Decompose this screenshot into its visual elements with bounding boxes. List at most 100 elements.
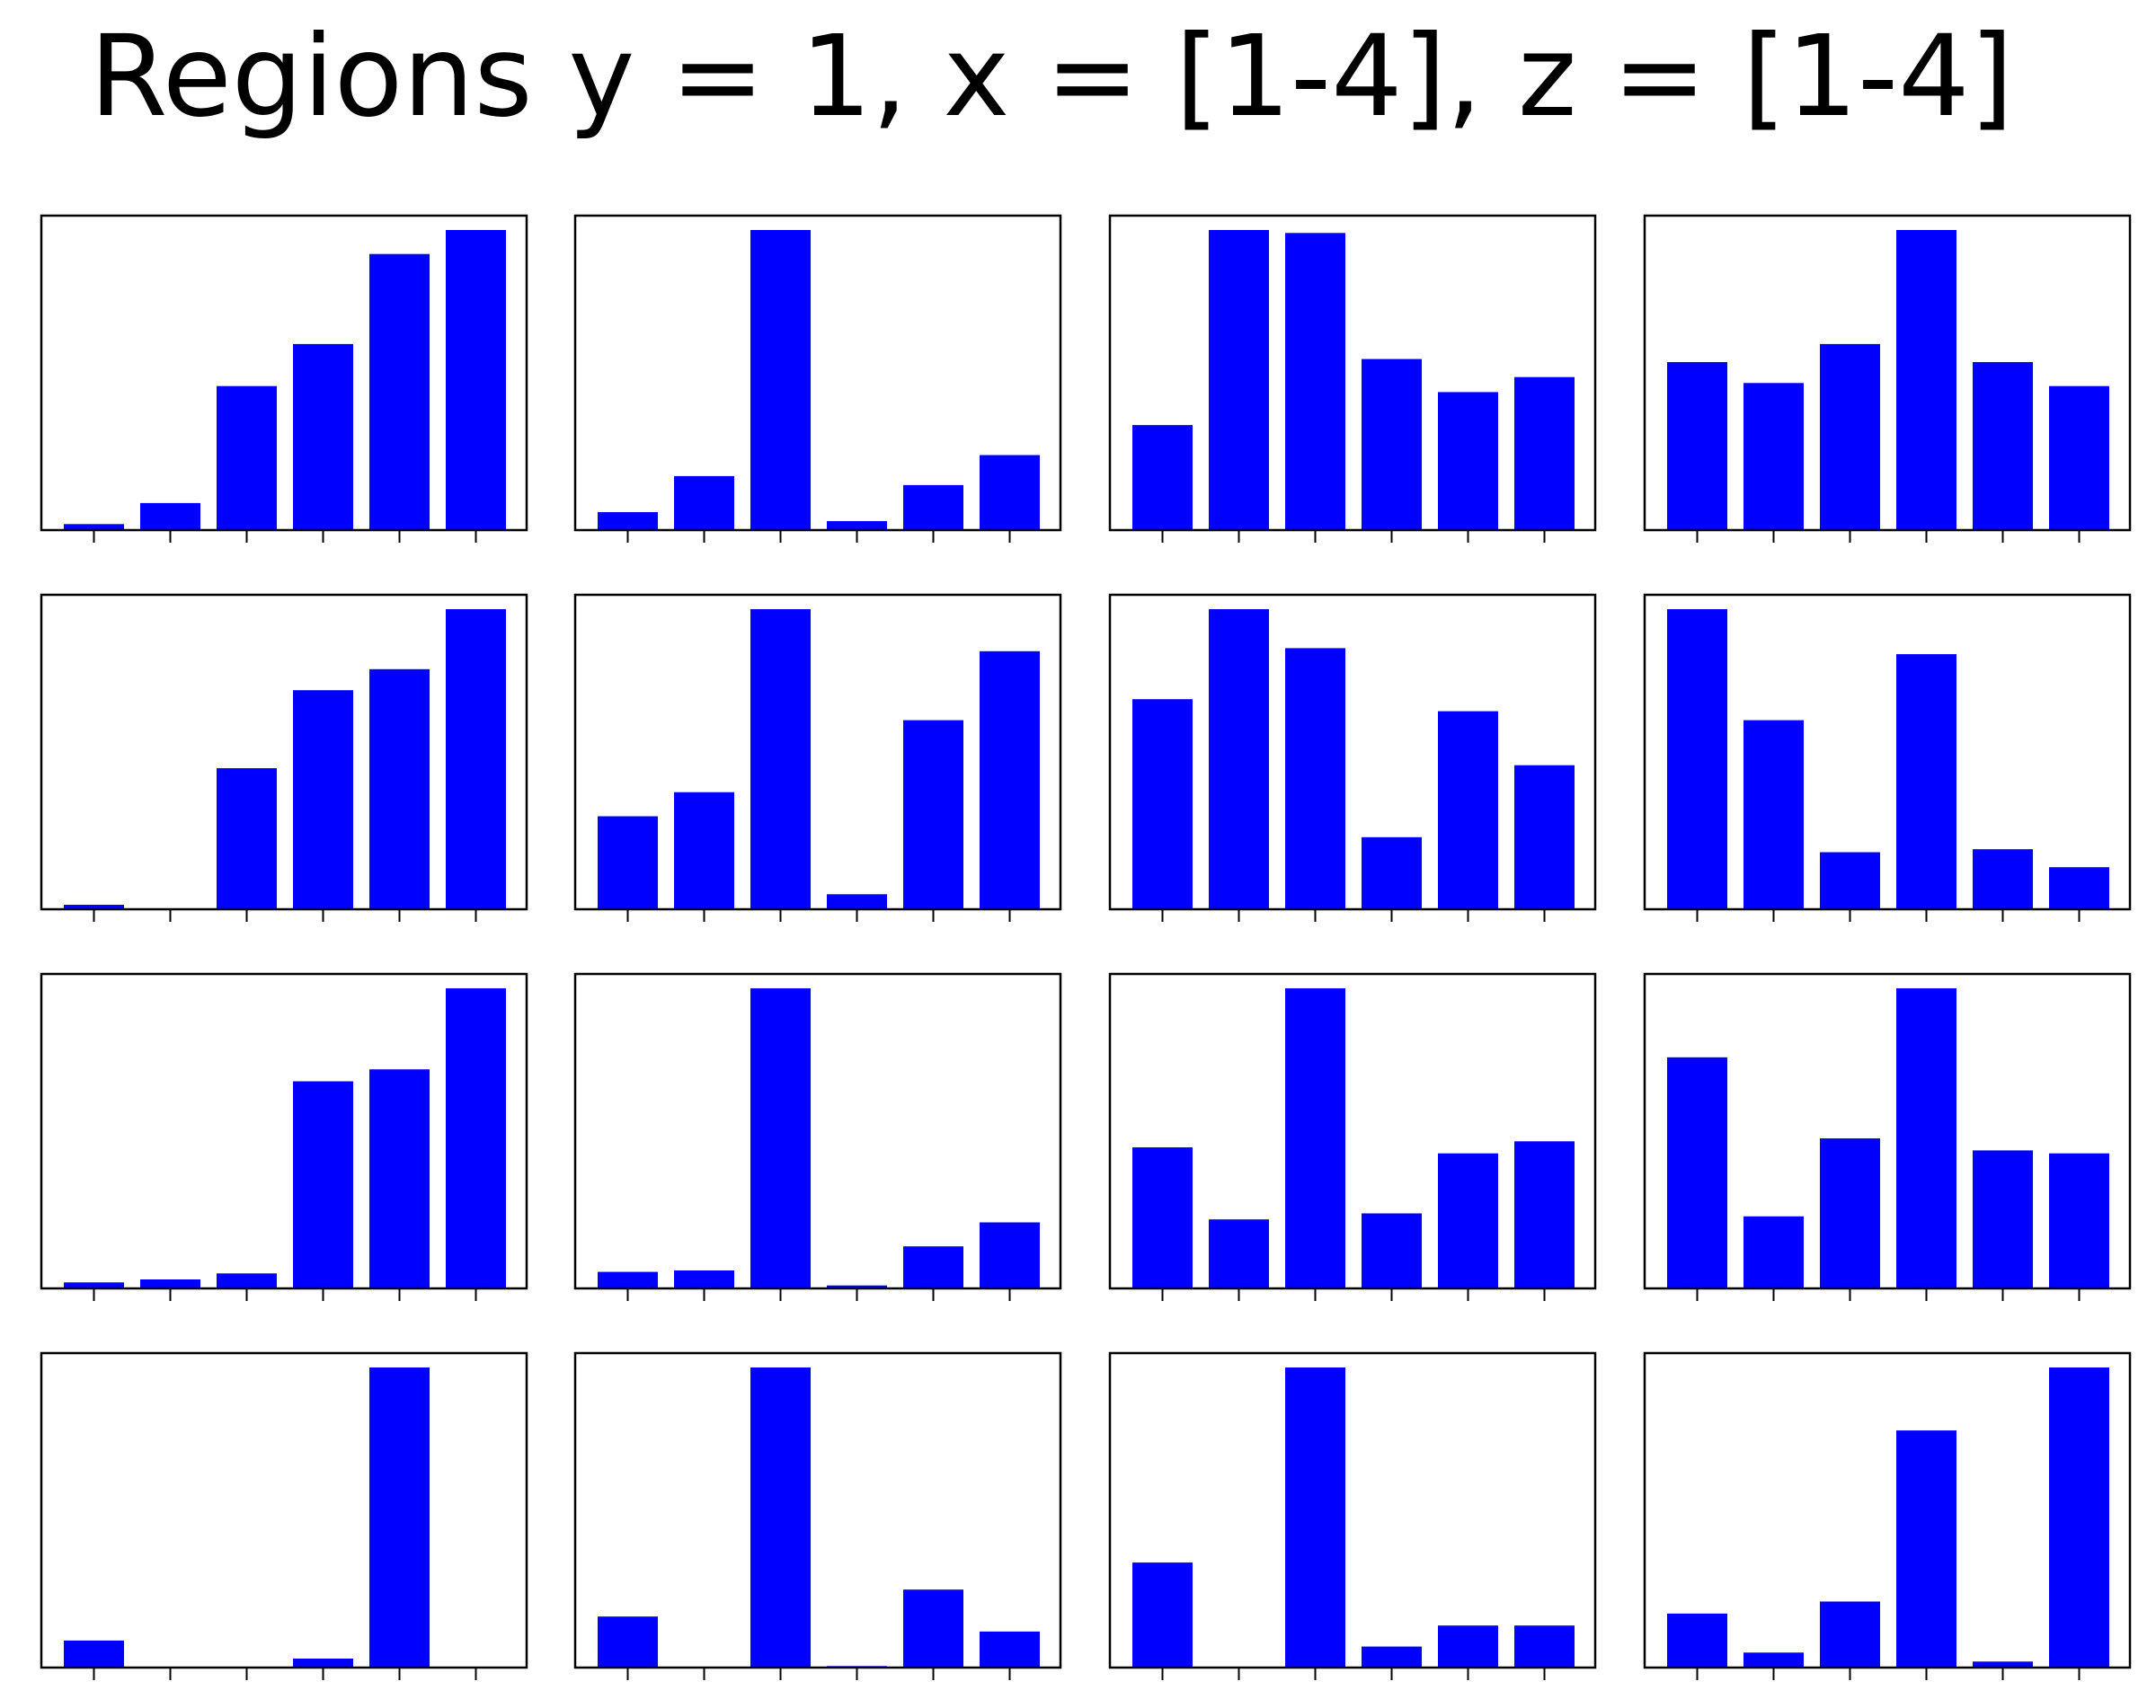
bar-r3-c1-6 <box>446 988 506 1288</box>
bar-r2-c3-6 <box>1514 765 1575 909</box>
bar-r3-c1-2 <box>140 1279 200 1288</box>
subplot-r3-c3 <box>1108 972 1597 1301</box>
bar-r4-c2-3 <box>750 1367 811 1668</box>
subplot-r3-c2 <box>573 972 1062 1301</box>
bar-r1-c2-5 <box>903 484 963 530</box>
bar-r3-c2-4 <box>827 1285 887 1288</box>
bar-r3-c3-1 <box>1132 1147 1193 1288</box>
bar-r4-c3-5 <box>1438 1625 1498 1668</box>
bar-r1-c3-4 <box>1362 358 1422 530</box>
subplot-r2-c4 <box>1643 593 2132 922</box>
bar-r4-c2-5 <box>903 1589 963 1668</box>
axes-frame-r2-c4 <box>1643 593 2132 911</box>
bar-r4-c3-3 <box>1285 1367 1345 1668</box>
subplot-r4-c2 <box>573 1351 1062 1680</box>
axes-frame-r1-c1 <box>40 214 528 532</box>
bar-r2-c2-3 <box>750 609 811 909</box>
bar-r1-c4-4 <box>1896 230 1956 530</box>
bar-r3-c3-4 <box>1362 1213 1422 1288</box>
bar-r2-c2-6 <box>980 650 1040 909</box>
bar-r1-c1-1 <box>64 524 124 530</box>
bar-r1-c2-1 <box>598 512 658 530</box>
bar-r2-c2-1 <box>598 816 658 909</box>
bar-r1-c2-6 <box>980 455 1040 530</box>
axes-frame-r1-c4 <box>1643 214 2132 532</box>
bar-r1-c1-2 <box>140 502 200 530</box>
bar-r1-c4-5 <box>1973 362 2033 530</box>
bar-r3-c2-2 <box>674 1270 734 1288</box>
bar-r2-c3-4 <box>1362 836 1422 909</box>
axes-frame-r3-c3 <box>1108 972 1597 1290</box>
bar-r3-c4-1 <box>1667 1057 1727 1288</box>
bar-r4-c1-5 <box>369 1367 430 1668</box>
bar-r4-c1-1 <box>64 1640 124 1668</box>
axes-frame-r2-c2 <box>573 593 1062 911</box>
subplot-r1-c1 <box>40 214 528 543</box>
bar-r2-c3-2 <box>1209 609 1269 909</box>
bar-r4-c3-6 <box>1514 1625 1575 1668</box>
axes-frame-r4-c1 <box>40 1351 528 1669</box>
bar-r4-c4-2 <box>1743 1652 1804 1668</box>
bar-r1-c3-1 <box>1132 425 1193 530</box>
bar-r3-c3-6 <box>1514 1141 1575 1288</box>
bar-r3-c2-1 <box>598 1271 658 1288</box>
bar-r2-c1-6 <box>446 609 506 909</box>
bar-r4-c2-1 <box>598 1616 658 1668</box>
bar-r2-c2-4 <box>827 894 887 909</box>
axes-frame-r1-c2 <box>573 214 1062 532</box>
bar-r2-c1-4 <box>293 690 353 909</box>
bar-r3-c1-3 <box>217 1273 277 1288</box>
axes-frame-r4-c3 <box>1108 1351 1597 1669</box>
subplot-r2-c1 <box>40 593 528 922</box>
subplot-r2-c3 <box>1108 593 1597 922</box>
bar-r2-c1-5 <box>369 668 430 909</box>
bar-r3-c4-3 <box>1820 1138 1880 1288</box>
axes-frame-r4-c2 <box>573 1351 1062 1669</box>
bar-r2-c3-3 <box>1285 648 1345 909</box>
axes-frame-r1-c3 <box>1108 214 1597 532</box>
bar-r2-c1-3 <box>217 768 277 909</box>
bar-r3-c1-4 <box>293 1081 353 1288</box>
bar-r1-c1-6 <box>446 230 506 530</box>
bar-r1-c4-2 <box>1743 383 1804 530</box>
bar-r4-c4-3 <box>1820 1601 1880 1668</box>
bar-r1-c3-3 <box>1285 233 1345 530</box>
bar-r3-c2-6 <box>980 1222 1040 1288</box>
subplot-r4-c1 <box>40 1351 528 1680</box>
subplot-grid <box>40 214 2132 1680</box>
bar-r3-c2-3 <box>750 988 811 1288</box>
subplot-r3-c1 <box>40 972 528 1301</box>
bar-r1-c3-2 <box>1209 230 1269 530</box>
axes-frame-r4-c4 <box>1643 1351 2132 1669</box>
axes-frame-r3-c4 <box>1643 972 2132 1290</box>
bar-r4-c4-6 <box>2049 1367 2109 1668</box>
bar-r1-c2-4 <box>827 521 887 530</box>
bar-r4-c1-4 <box>293 1659 353 1668</box>
bar-r1-c1-4 <box>293 343 353 530</box>
bar-r1-c3-5 <box>1438 392 1498 530</box>
subplot-r1-c4 <box>1643 214 2132 543</box>
bar-r2-c1-1 <box>64 905 124 909</box>
bar-r1-c3-6 <box>1514 376 1575 530</box>
bar-r2-c2-2 <box>674 792 734 909</box>
bar-r3-c4-5 <box>1973 1150 2033 1288</box>
bar-r4-c4-4 <box>1896 1430 1956 1668</box>
bar-r3-c4-4 <box>1896 988 1956 1288</box>
bar-r4-c2-6 <box>980 1631 1040 1668</box>
bar-r2-c4-2 <box>1743 720 1804 909</box>
bar-r3-c4-2 <box>1743 1216 1804 1288</box>
axes-frame-r3-c1 <box>40 972 528 1290</box>
figure-title: Regions y = 1, x = [1-4], z = [1-4] <box>90 12 2014 142</box>
bar-r4-c3-4 <box>1362 1646 1422 1668</box>
bar-r2-c2-5 <box>903 720 963 909</box>
bar-r2-c4-4 <box>1896 654 1956 909</box>
subplot-r1-c2 <box>573 214 1062 543</box>
bar-r1-c4-6 <box>2049 385 2109 530</box>
subplot-r4-c3 <box>1108 1351 1597 1680</box>
axes-frame-r3-c2 <box>573 972 1062 1290</box>
bar-r3-c1-1 <box>64 1282 124 1288</box>
bar-r1-c2-3 <box>750 230 811 530</box>
bar-r3-c3-2 <box>1209 1219 1269 1288</box>
subplot-r4-c4 <box>1643 1351 2132 1680</box>
